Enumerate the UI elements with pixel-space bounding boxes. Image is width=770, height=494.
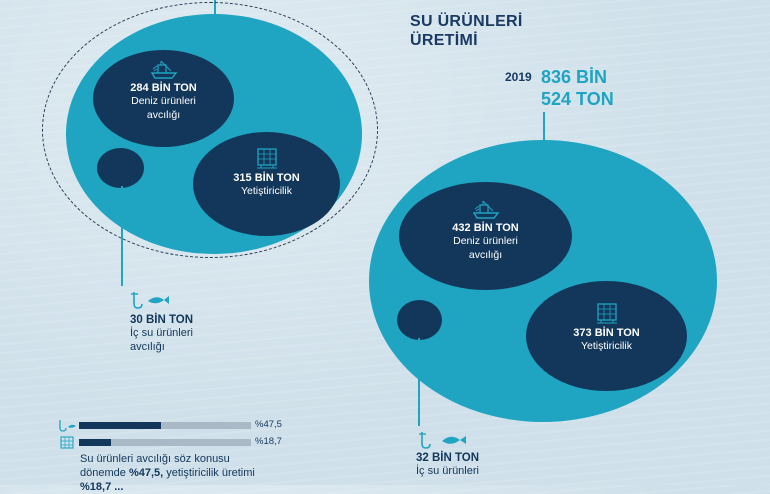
2019-aquaculture-amount: 373 BİN TON [573,327,640,339]
total-line-2: 524 TON [541,89,614,109]
2019-inland-dot [397,300,442,340]
2019-inland-label-1: İç su ürünleri [416,465,479,477]
page-title: SU ÜRÜNLERİ ÜRETİMİ [410,12,523,50]
note-line-1: Su ürünleri avcılığı söz konusu [80,453,230,465]
2019-sea-label-2: avcılığı [468,249,503,261]
fish-cage-icon [596,303,617,324]
fish-cage-icon [256,148,277,169]
previous-sea-amount: 284 BİN TON [130,82,197,94]
bar-track-aquaculture [79,439,251,446]
fishing-boat-icon [472,200,499,219]
hook-fish-icon [131,292,169,309]
total-line-1: 836 BİN [541,67,608,87]
bar-percent-fishing: %47,5 [255,419,282,430]
previous-inland-text: 30 BİN TON İç su ürünleri avcılığı [130,290,193,354]
bar-fill-fishing [79,422,161,429]
note-line-2-pre: dönemde [80,467,129,479]
hook-fish-icon [419,432,466,449]
2019-sea-amount: 432 BİN TON [452,222,519,234]
year-label: 2019 [505,70,532,84]
title-line-2: ÜRETİMİ [410,32,478,49]
previous-inland-connector [121,186,123,286]
previous-inland-dot [97,148,144,188]
previous-inland-label-1: İç su ürünleri [130,327,193,339]
bar-percent-aquaculture: %18,7 [255,436,282,447]
previous-sea-label-2: avcılığı [146,109,181,121]
2019-inland-amount: 32 BİN TON [416,452,480,464]
previous-aquaculture-circle: 315 BİN TON Yetiştiricilik [193,132,340,236]
previous-inland-label-2: avcılığı [130,341,165,353]
previous-inland-amount: 30 BİN TON [130,314,194,326]
2019-sea-fishing-circle: 432 BİN TON Deniz ürünleri avcılığı [399,182,572,290]
summary-note: Su ürünleri avcılığı söz konusu dönemde … [80,452,340,494]
bar-fill-aquaculture [79,439,112,446]
2019-total-circle [369,140,717,422]
title-line-1: SU ÜRÜNLERİ [410,13,523,30]
previous-aquaculture-amount: 315 BİN TON [233,172,300,184]
2019-sea-label-1: Deniz ürünleri [453,235,518,247]
total-connector-line [543,112,545,142]
total-production: 836 BİN 524 TON [541,66,614,110]
previous-total-ring [42,2,378,258]
note-line-3: %18,7 ... [80,481,124,493]
note-line-2-post: yetiştiricilik üretimi [163,467,255,479]
bar-track-fishing [79,422,251,429]
2019-aquaculture-circle: 373 BİN TON Yetiştiricilik [526,281,687,391]
bar-row-aquaculture: %18,7 [57,436,297,450]
previous-sea-label-1: Deniz ürünleri [131,95,196,107]
previous-sea-fishing-circle: 284 BİN TON Deniz ürünleri avcılığı [93,50,234,147]
2019-inland-connector [418,338,420,426]
bar-row-fishing: %47,5 [57,419,297,433]
2019-aquaculture-label: Yetiştiricilik [581,340,632,352]
fishing-hook-icon [59,420,76,432]
note-line-2-bold: %47,5, [128,467,164,479]
2019-inland-text: 32 BİN TON İç su ürünleri [416,430,479,478]
fish-cage-icon [60,436,74,449]
fishing-boat-icon [150,60,177,79]
previous-aquaculture-label: Yetiştiricilik [241,185,292,197]
